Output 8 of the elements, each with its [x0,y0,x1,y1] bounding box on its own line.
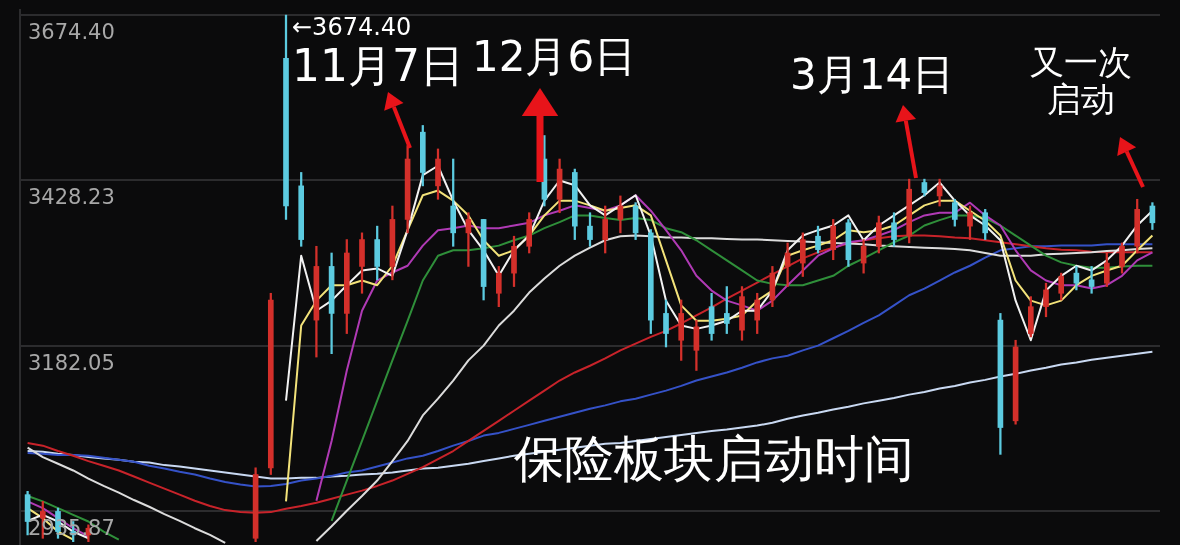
annotation: 11月7日 [292,40,464,91]
annotation: 3月14日 [790,50,955,99]
y-tick-label: 3182.05 [28,350,115,375]
annotation: ←3674.40 [292,13,412,41]
annotation: 12月6日 [472,32,637,81]
annotation: 又一次启动 [1029,42,1133,120]
y-tick-label: 3674.40 [28,20,115,45]
y-tick-label: 3428.23 [28,185,115,210]
